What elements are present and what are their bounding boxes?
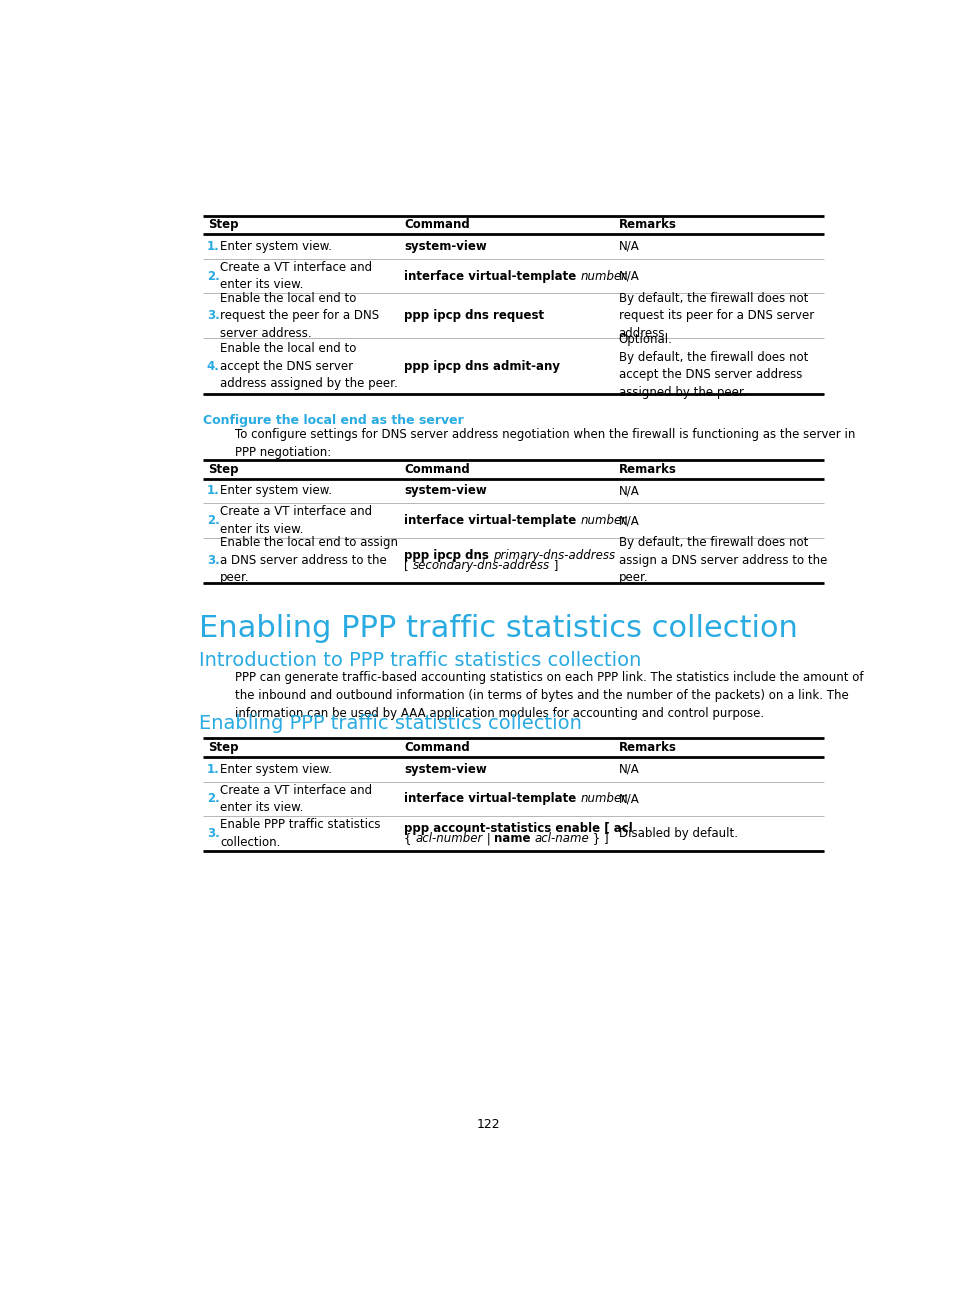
Text: 4.: 4. — [207, 359, 219, 373]
Text: Step: Step — [208, 218, 238, 231]
Text: Enter system view.: Enter system view. — [220, 240, 332, 253]
Text: 3.: 3. — [207, 827, 219, 840]
Text: Enable the local end to
request the peer for a DNS
server address.: Enable the local end to request the peer… — [220, 292, 378, 340]
Text: N/A: N/A — [618, 240, 639, 253]
Text: 122: 122 — [476, 1117, 500, 1130]
Text: system-view: system-view — [404, 485, 486, 498]
Text: number: number — [580, 270, 626, 283]
Text: number: number — [580, 792, 626, 805]
Text: ]: ] — [549, 559, 558, 572]
Text: system-view: system-view — [404, 763, 486, 776]
Text: acl-number: acl-number — [415, 832, 482, 845]
Text: interface virtual-template: interface virtual-template — [404, 515, 580, 527]
Text: interface virtual-template: interface virtual-template — [404, 792, 580, 805]
Text: system-view: system-view — [404, 240, 486, 253]
Text: Create a VT interface and
enter its view.: Create a VT interface and enter its view… — [220, 784, 372, 814]
Text: N/A: N/A — [618, 792, 639, 805]
Text: Create a VT interface and
enter its view.: Create a VT interface and enter its view… — [220, 260, 372, 292]
Text: To configure settings for DNS server address negotiation when the firewall is fu: To configure settings for DNS server add… — [235, 428, 855, 459]
Text: Remarks: Remarks — [618, 463, 676, 476]
Text: 2.: 2. — [207, 792, 219, 805]
Text: N/A: N/A — [618, 763, 639, 776]
Text: 3.: 3. — [207, 553, 219, 566]
Text: Introduction to PPP traffic statistics collection: Introduction to PPP traffic statistics c… — [199, 651, 640, 670]
Text: Disabled by default.: Disabled by default. — [618, 827, 737, 840]
Text: ppp ipcp dns request: ppp ipcp dns request — [404, 310, 544, 323]
Text: [: [ — [404, 559, 412, 572]
Text: Enabling PPP traffic statistics collection: Enabling PPP traffic statistics collecti… — [199, 714, 581, 732]
Text: acl-name: acl-name — [534, 832, 589, 845]
Text: Command: Command — [404, 218, 470, 231]
Text: Remarks: Remarks — [618, 741, 676, 754]
Text: 2.: 2. — [207, 515, 219, 527]
Text: Enter system view.: Enter system view. — [220, 485, 332, 498]
Text: Command: Command — [404, 741, 470, 754]
Text: Command: Command — [404, 463, 470, 476]
Text: primary-dns-address: primary-dns-address — [493, 548, 615, 561]
Text: 2.: 2. — [207, 270, 219, 283]
Text: Enable the local end to assign
a DNS server address to the
peer.: Enable the local end to assign a DNS ser… — [220, 537, 397, 584]
Text: name: name — [494, 832, 530, 845]
Text: N/A: N/A — [618, 485, 639, 498]
Text: Step: Step — [208, 463, 238, 476]
Text: N/A: N/A — [618, 270, 639, 283]
Text: interface virtual-template: interface virtual-template — [404, 270, 580, 283]
Text: By default, the firewall does not
request its peer for a DNS server
address.: By default, the firewall does not reques… — [618, 292, 813, 340]
Text: Configure the local end as the server: Configure the local end as the server — [203, 413, 463, 426]
Text: 1.: 1. — [207, 485, 219, 498]
Text: Step: Step — [208, 741, 238, 754]
Text: N/A: N/A — [618, 515, 639, 527]
Text: Enable PPP traffic statistics
collection.: Enable PPP traffic statistics collection… — [220, 818, 380, 849]
Text: 1.: 1. — [207, 240, 219, 253]
Text: Enabling PPP traffic statistics collection: Enabling PPP traffic statistics collecti… — [199, 614, 797, 643]
Text: ppp account-statistics enable [ acl: ppp account-statistics enable [ acl — [404, 822, 632, 835]
Text: PPP can generate traffic-based accounting statistics on each PPP link. The stati: PPP can generate traffic-based accountin… — [235, 670, 863, 719]
Text: Create a VT interface and
enter its view.: Create a VT interface and enter its view… — [220, 505, 372, 535]
Text: } ]: } ] — [589, 832, 608, 845]
Text: number: number — [580, 515, 626, 527]
Text: secondary-dns-address: secondary-dns-address — [412, 559, 549, 572]
Text: ppp ipcp dns admit-any: ppp ipcp dns admit-any — [404, 359, 559, 373]
Text: {: { — [404, 832, 415, 845]
Text: ppp ipcp dns: ppp ipcp dns — [404, 548, 493, 561]
Text: 1.: 1. — [207, 763, 219, 776]
Text: Enter system view.: Enter system view. — [220, 763, 332, 776]
Text: 3.: 3. — [207, 310, 219, 323]
Text: |: | — [482, 832, 494, 845]
Text: Enable the local end to
accept the DNS server
address assigned by the peer.: Enable the local end to accept the DNS s… — [220, 342, 397, 390]
Text: Remarks: Remarks — [618, 218, 676, 231]
Text: Optional.
By default, the firewall does not
accept the DNS server address
assign: Optional. By default, the firewall does … — [618, 333, 807, 399]
Text: By default, the firewall does not
assign a DNS server address to the
peer.: By default, the firewall does not assign… — [618, 537, 826, 584]
